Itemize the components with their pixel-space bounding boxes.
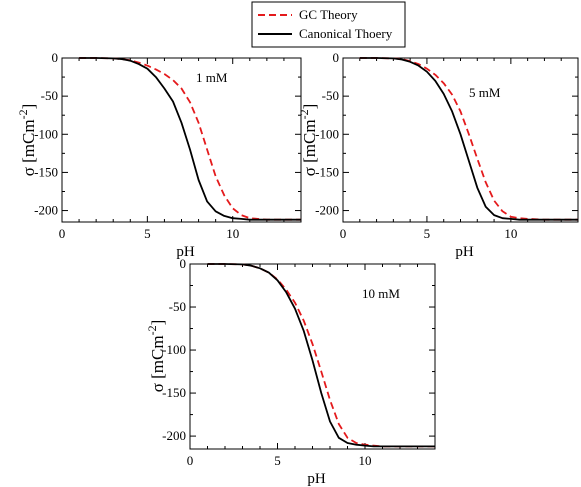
- series-line-gc: [207, 263, 435, 448]
- y-tick-label: -100: [162, 342, 186, 357]
- x-tick-label: 10: [359, 453, 372, 468]
- panel-2: 0 5 10 0 -50 -100 -150 -200 5 mM pH σ [mCm-2]: [297, 50, 579, 260]
- y-axis-label-sup: -2: [145, 325, 159, 335]
- x-tick-label: 5: [424, 226, 431, 241]
- panel-3: 0 5 10 0 -50 -100 -150 -200 10 mM pH σ [mCm-2]: [145, 256, 436, 487]
- concentration-annotation: 10 mM: [362, 286, 400, 301]
- y-axis-label-sup: -2: [297, 109, 311, 119]
- legend-label-gc: GC Theory: [299, 7, 358, 22]
- y-tick-label: -50: [41, 88, 58, 103]
- concentration-annotation: 5 mM: [469, 85, 501, 100]
- y-axis-label-main: σ [mCm: [148, 335, 167, 392]
- y-tick-label: -100: [34, 126, 58, 141]
- x-axis-label: pH: [307, 471, 326, 487]
- y-tick-label: -150: [34, 164, 58, 179]
- legend-label-canonical: Canonical Thoery: [299, 26, 393, 41]
- x-tick-label: 5: [274, 453, 281, 468]
- series-line-canonical: [359, 57, 578, 221]
- y-tick-label: -50: [322, 88, 339, 103]
- x-tick-label: 10: [226, 226, 239, 241]
- x-axis-label: pH: [455, 244, 474, 260]
- y-axis-label: σ [mCm-2]: [297, 104, 319, 177]
- y-tick-label: -200: [162, 428, 186, 443]
- y-tick-label: -200: [315, 203, 339, 218]
- series-line-gc: [359, 57, 578, 221]
- x-tick-label: 0: [187, 453, 194, 468]
- plot-frame: [61, 57, 302, 223]
- concentration-annotation: 1 mM: [196, 70, 228, 85]
- plot-frame: [342, 57, 579, 223]
- y-axis-label-sup: -2: [16, 109, 30, 119]
- legend: GC Theory Canonical Thoery: [251, 1, 406, 48]
- y-tick-label: 0: [52, 50, 59, 65]
- x-tick-label: 10: [504, 226, 517, 241]
- y-axis-label-end: ]: [300, 104, 319, 110]
- panel-1: 0 5 10 0 -50 -100 -150 -200 1 mM pH σ [mCm-2]: [16, 50, 302, 260]
- x-axis-label: pH: [176, 244, 195, 260]
- y-tick-label: -150: [315, 164, 339, 179]
- y-tick-label: -200: [34, 203, 58, 218]
- y-axis-label-end: ]: [19, 104, 38, 110]
- y-axis-label-main: σ [mCm: [19, 119, 38, 176]
- legend-box: [251, 1, 406, 48]
- y-axis-label: σ [mCm-2]: [16, 104, 38, 177]
- x-tick-label: 0: [340, 226, 347, 241]
- x-tick-label: 5: [144, 226, 151, 241]
- y-tick-label: -50: [169, 299, 186, 314]
- y-axis-label-main: σ [mCm: [300, 119, 319, 176]
- y-tick-label: -100: [315, 126, 339, 141]
- series-line-canonical: [79, 57, 301, 221]
- y-tick-label: 0: [333, 50, 340, 65]
- series-line-canonical: [207, 263, 435, 448]
- y-axis-label: σ [mCm-2]: [145, 320, 167, 393]
- x-tick-label: 0: [59, 226, 66, 241]
- series-line-gc: [79, 57, 301, 221]
- y-tick-label: -150: [162, 385, 186, 400]
- y-axis-label-end: ]: [148, 320, 167, 326]
- y-tick-label: 0: [180, 256, 187, 271]
